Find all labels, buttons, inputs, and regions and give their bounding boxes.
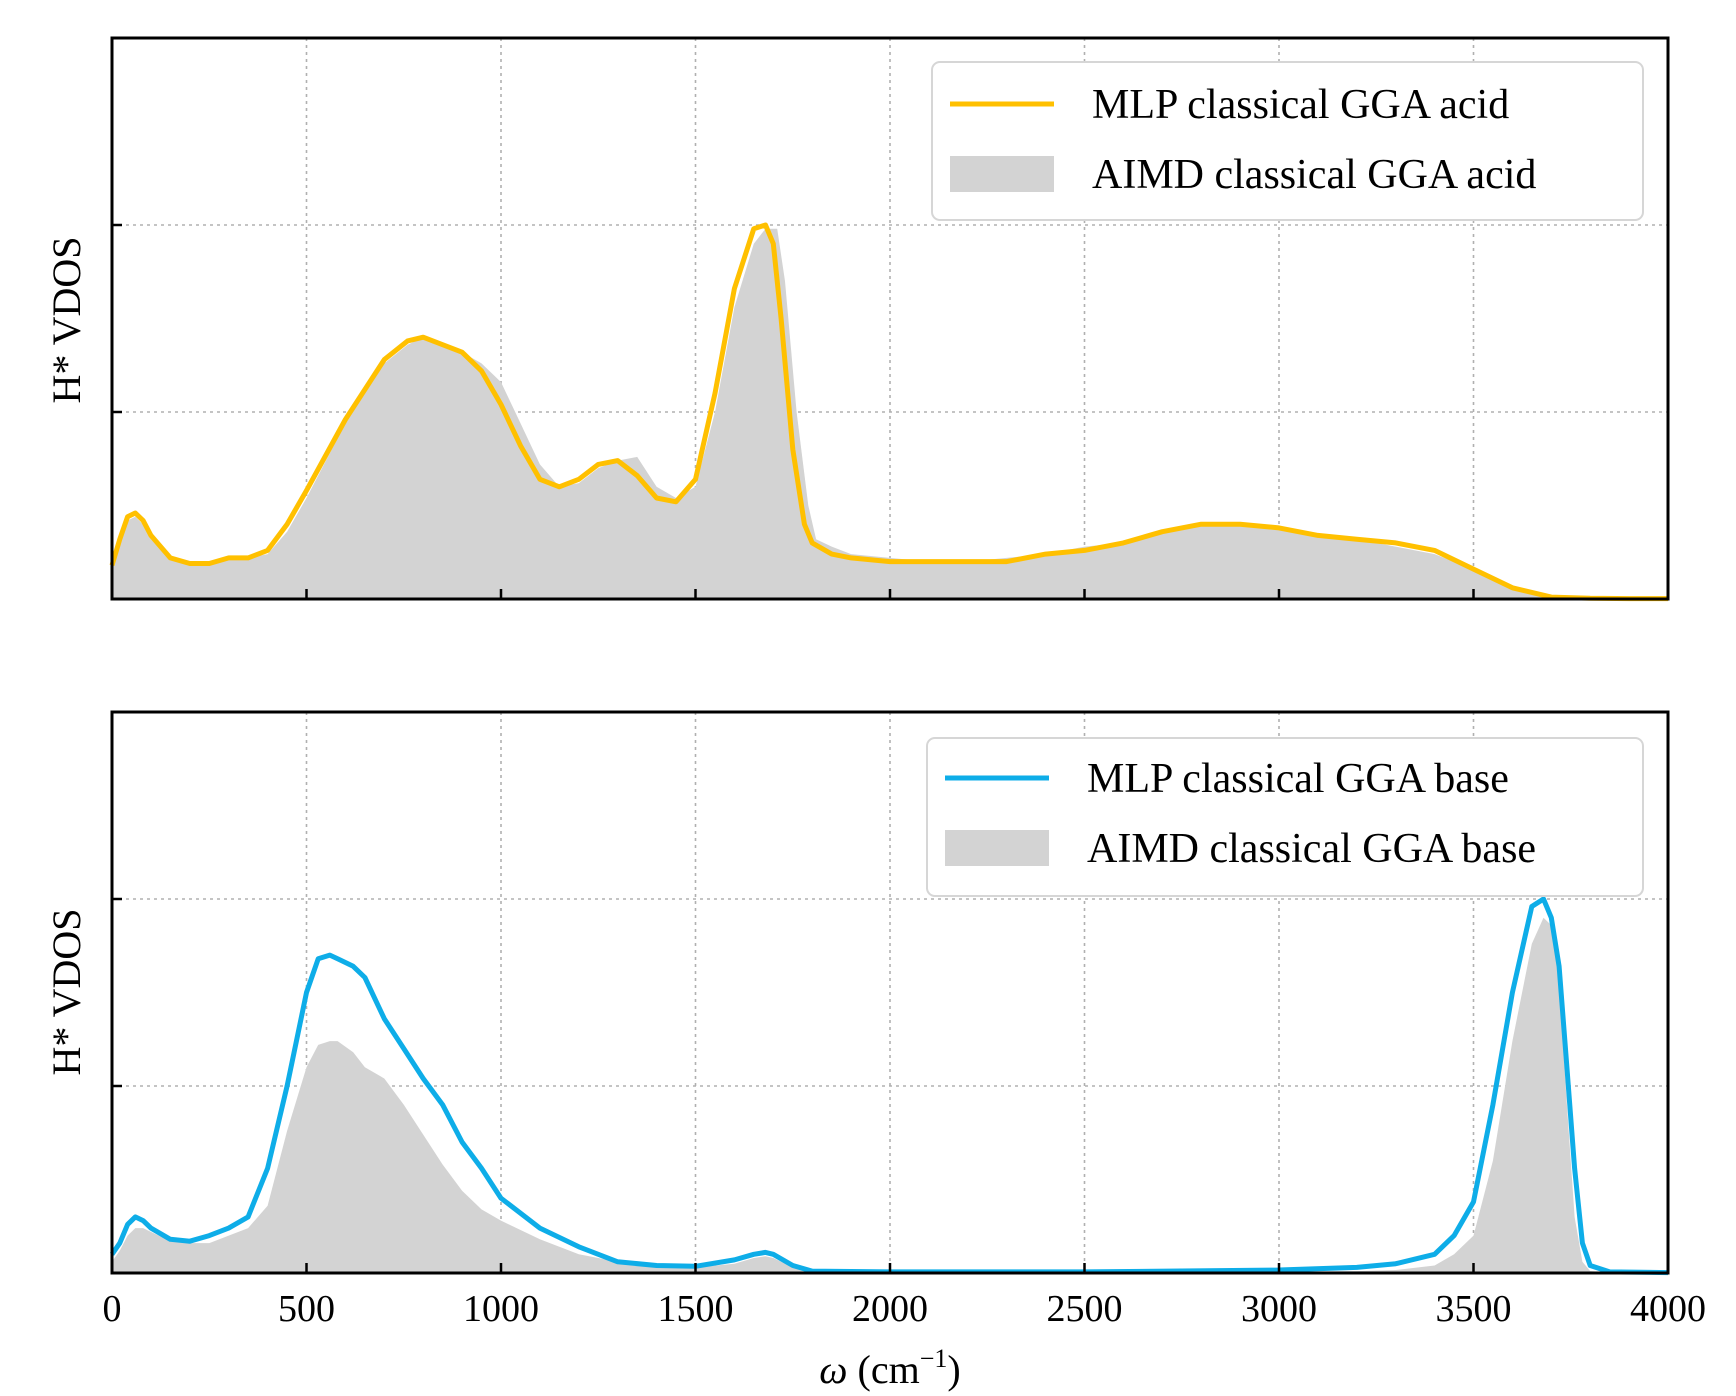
xtick-label-0: 0 (103, 1288, 122, 1330)
xtick-label-3000: 3000 (1241, 1288, 1317, 1330)
xtick-label-1000: 1000 (463, 1288, 539, 1330)
panel-bottom-grid (112, 712, 1668, 1273)
panel-bottom-legend-box (926, 737, 1644, 897)
panel-bottom-ylabel: H* VDOS (44, 908, 89, 1075)
xtick-label-500: 500 (278, 1288, 335, 1330)
xtick-label-1500: 1500 (658, 1288, 734, 1330)
panel-top-legend: MLP classical GGA acid AIMD classical GG… (931, 61, 1644, 221)
panel-top-legend-aimd-swatch (950, 156, 1054, 192)
panel-top-ylabel: H* VDOS (44, 236, 89, 403)
panel-top-legend-box (931, 61, 1644, 221)
panel-top-mlp-line (109, 222, 1668, 602)
panel-top-legend-mlp-label: MLP classical GGA acid (1092, 82, 1509, 128)
panel-bottom-legend-mlp-label: MLP classical GGA base (1087, 756, 1509, 802)
panel-bottom-legend-aimd-swatch (945, 830, 1049, 866)
panel-top: H* VDOS MLP classical GGA acid AIMD clas… (44, 36, 1670, 602)
xtick-label-3500: 3500 (1436, 1288, 1512, 1330)
panel-bottom: H* VDOS MLP classical GGA base AIMD clas… (44, 710, 1707, 1392)
panel-bottom-legend: MLP classical GGA base AIMD classical GG… (926, 737, 1644, 897)
panel-top-aimd-area (112, 228, 1668, 599)
panel-bottom-frame (110, 710, 1670, 1275)
panel-bottom-xtick-labels: 0 500 1000 1500 2000 2500 3000 3500 4000 (103, 1288, 1707, 1330)
panel-bottom-legend-aimd-label: AIMD classical GGA base (1087, 826, 1536, 872)
xtick-label-2500: 2500 (1047, 1288, 1123, 1330)
panel-bottom-aimd-area (112, 917, 1668, 1273)
xtick-label-4000: 4000 (1630, 1288, 1706, 1330)
panel-top-grid (112, 38, 1668, 599)
panel-top-legend-aimd-label: AIMD classical GGA acid (1092, 152, 1536, 198)
panel-bottom-mlp-line (109, 896, 1669, 1276)
xtick-label-2000: 2000 (852, 1288, 928, 1330)
panel-top-frame (110, 36, 1670, 601)
